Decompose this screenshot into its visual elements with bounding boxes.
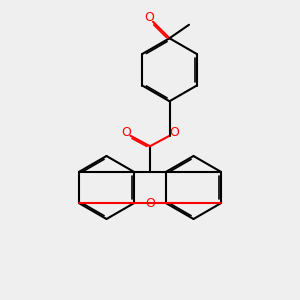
- Text: O: O: [145, 197, 155, 210]
- Text: O: O: [144, 11, 154, 24]
- Text: O: O: [169, 126, 179, 139]
- Text: O: O: [122, 126, 131, 139]
